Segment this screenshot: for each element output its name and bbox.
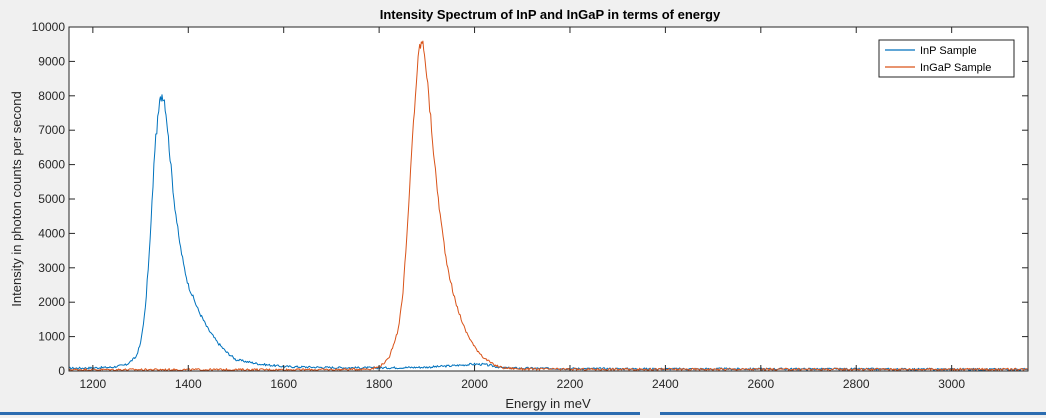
plot-area xyxy=(69,27,1028,371)
y-tick-label: 1000 xyxy=(38,330,65,344)
x-axis-label: Energy in meV xyxy=(505,396,591,411)
x-tick-label: 2400 xyxy=(652,377,679,391)
x-tick-label: 1400 xyxy=(175,377,202,391)
x-tick-label: 2800 xyxy=(843,377,870,391)
x-tick-label: 2200 xyxy=(557,377,584,391)
y-tick-label: 5000 xyxy=(38,192,65,206)
y-tick-label: 7000 xyxy=(38,123,65,137)
y-tick-label: 3000 xyxy=(38,261,65,275)
window-bottom-edge xyxy=(0,412,1046,418)
x-tick-label: 1800 xyxy=(366,377,393,391)
y-tick-label: 9000 xyxy=(38,54,65,68)
legend[interactable]: InP Sample InGaP Sample xyxy=(878,39,1015,78)
x-tick-label: 2000 xyxy=(461,377,488,391)
y-tick-label: 8000 xyxy=(38,89,65,103)
x-tick-label: 2600 xyxy=(747,377,774,391)
y-tick-label: 4000 xyxy=(38,226,65,240)
window-edge-bar xyxy=(660,412,1046,415)
tick-layer: 1200 1400 1600 1800 2000 2200 2400 2600 2800 3000… xyxy=(32,20,1028,391)
y-tick-label: 2000 xyxy=(38,295,65,309)
legend-label-inp: InP Sample xyxy=(920,45,977,57)
x-tick-label: 1200 xyxy=(80,377,107,391)
x-tick-label: 3000 xyxy=(938,377,965,391)
series-layer xyxy=(68,40,1029,372)
window-edge-bar xyxy=(0,412,640,415)
chart-title: Intensity Spectrum of InP and InGaP in t… xyxy=(380,7,721,22)
series-line-ingap xyxy=(68,40,1029,372)
x-tick-label: 1600 xyxy=(270,377,297,391)
y-tick-label: 0 xyxy=(58,364,65,378)
legend-box xyxy=(878,39,1015,78)
y-tick-label: 6000 xyxy=(38,158,65,172)
y-axis-label: Intensity in photon counts per second xyxy=(9,91,24,306)
y-tick-label: 10000 xyxy=(32,20,66,34)
legend-label-ingap: InGaP Sample xyxy=(920,62,991,74)
